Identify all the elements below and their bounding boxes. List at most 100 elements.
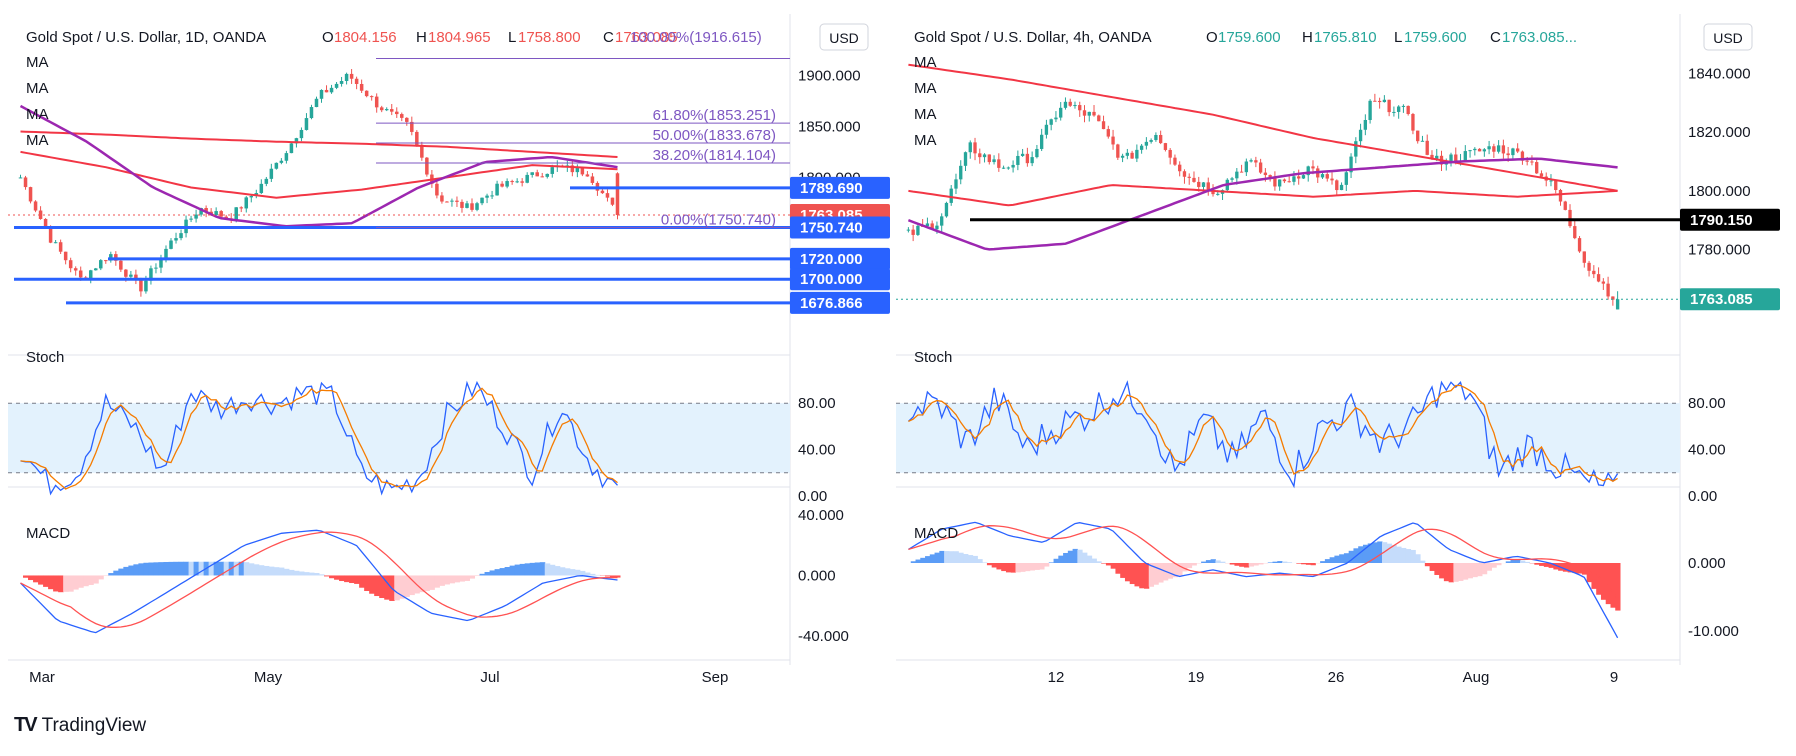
macd-histogram-bar <box>1258 563 1263 564</box>
macd-histogram-bar <box>570 569 576 575</box>
macd-histogram-bar <box>1453 563 1458 582</box>
left-currency-button[interactable]: USD <box>820 24 868 50</box>
candle-body <box>1506 153 1509 155</box>
candle-body <box>54 242 58 243</box>
macd-histogram-bar <box>1449 563 1454 582</box>
macd-histogram-bar <box>1544 563 1549 567</box>
macd-histogram-bar <box>977 559 982 563</box>
right-currency-button[interactable]: USD <box>1704 24 1752 50</box>
candle-body <box>1454 154 1457 161</box>
right-high-label: H <box>1302 29 1313 46</box>
macd-histogram-bar <box>916 560 921 563</box>
candle-body <box>1335 180 1338 190</box>
macd-histogram-bar <box>1120 563 1125 578</box>
price-tick-label: 1900.000 <box>798 67 861 84</box>
macd-histogram-bar <box>1058 556 1063 563</box>
macd-histogram-bar <box>464 575 470 580</box>
macd-histogram-bar <box>490 570 496 575</box>
tradingview-brand[interactable]: TV TradingView <box>14 714 146 737</box>
macd-histogram-bar <box>294 571 300 576</box>
candle-body <box>355 79 359 84</box>
stoch-tick-label: 40.00 <box>798 442 836 459</box>
candle-body <box>1097 115 1100 121</box>
candle-body <box>1478 149 1481 152</box>
macd-histogram-bar <box>1320 561 1325 563</box>
macd-histogram-bar <box>500 568 506 575</box>
candle-body <box>1416 131 1419 142</box>
right-open: 1759.600 <box>1218 29 1281 46</box>
macd-histogram-bar <box>359 575 365 587</box>
candle-body <box>1426 141 1429 155</box>
macd-histogram-bar <box>935 553 940 563</box>
macd-histogram-bar <box>1230 563 1235 565</box>
candle-body <box>445 202 449 203</box>
price-tick-label: 1800.000 <box>1688 183 1751 200</box>
candle-body <box>124 270 128 277</box>
macd-histogram-bar <box>1425 563 1430 566</box>
macd-histogram-bar <box>169 562 175 576</box>
candle-body <box>34 201 38 210</box>
macd-histogram-bar <box>314 573 320 575</box>
macd-histogram-bar <box>545 563 551 575</box>
candle-body <box>1502 145 1505 153</box>
macd-histogram-bar <box>1049 562 1054 563</box>
fib-level-label: 38.20%(1814.104) <box>653 147 776 164</box>
macd-histogram-bar <box>324 575 330 576</box>
macd-histogram-bar <box>540 562 546 575</box>
candle-body <box>1030 157 1033 163</box>
macd-histogram-bar <box>1415 554 1420 563</box>
macd-histogram-bar <box>133 564 139 575</box>
candle-body <box>1235 172 1238 179</box>
left-macd-title: MACD <box>26 525 70 542</box>
macd-histogram-bar <box>1215 560 1220 563</box>
macd-histogram-bar <box>158 562 164 575</box>
macd-histogram-bar <box>585 573 591 576</box>
macd-histogram-bar <box>939 551 944 563</box>
candle-body <box>1616 299 1619 309</box>
candle-body <box>174 238 178 240</box>
right-ma-label: MA <box>914 132 937 149</box>
candle-body <box>1583 251 1586 262</box>
candle-body <box>325 90 329 92</box>
candle-body <box>395 112 399 114</box>
candle-body <box>1078 105 1081 110</box>
candle-body <box>1007 167 1010 168</box>
candle-body <box>370 96 374 97</box>
candle-body <box>475 203 479 210</box>
candle-body <box>1240 172 1243 173</box>
macd-histogram-bar <box>1606 563 1611 604</box>
macd-histogram-bar <box>269 567 275 576</box>
candle-body <box>239 207 243 208</box>
macd-histogram-bar <box>510 566 516 576</box>
candle-body <box>1111 137 1114 145</box>
candle-body <box>606 193 610 197</box>
candle-body <box>935 226 938 230</box>
candle-body <box>495 184 499 196</box>
candle-body <box>29 187 33 201</box>
macd-histogram-bar <box>982 562 987 563</box>
price-tick-label: 1820.000 <box>1688 124 1751 141</box>
macd-histogram-bar <box>1434 563 1439 575</box>
macd-histogram-bar <box>1539 563 1544 566</box>
macd-histogram-bar <box>1487 563 1492 571</box>
candle-body <box>219 211 223 217</box>
candle-body <box>530 172 534 175</box>
candle-body <box>1149 140 1152 142</box>
candle-body <box>1435 156 1438 159</box>
macd-histogram-bar <box>459 575 465 581</box>
macd-histogram-bar <box>954 551 959 563</box>
candle-body <box>992 159 995 162</box>
left-open: 1804.156 <box>334 29 397 46</box>
right-close: 1763.085... <box>1502 29 1577 46</box>
candle-body <box>1059 108 1062 118</box>
stoch-band <box>896 403 1680 473</box>
candle-body <box>214 211 218 215</box>
macd-histogram-bar <box>911 561 916 563</box>
candle-body <box>1259 162 1262 172</box>
macd-histogram-bar <box>1520 561 1525 563</box>
candle-body <box>1345 172 1348 185</box>
macd-histogram-bar <box>1130 563 1135 584</box>
macd-histogram-bar <box>369 575 375 593</box>
candle-body <box>485 196 489 198</box>
candle-body <box>540 176 544 177</box>
